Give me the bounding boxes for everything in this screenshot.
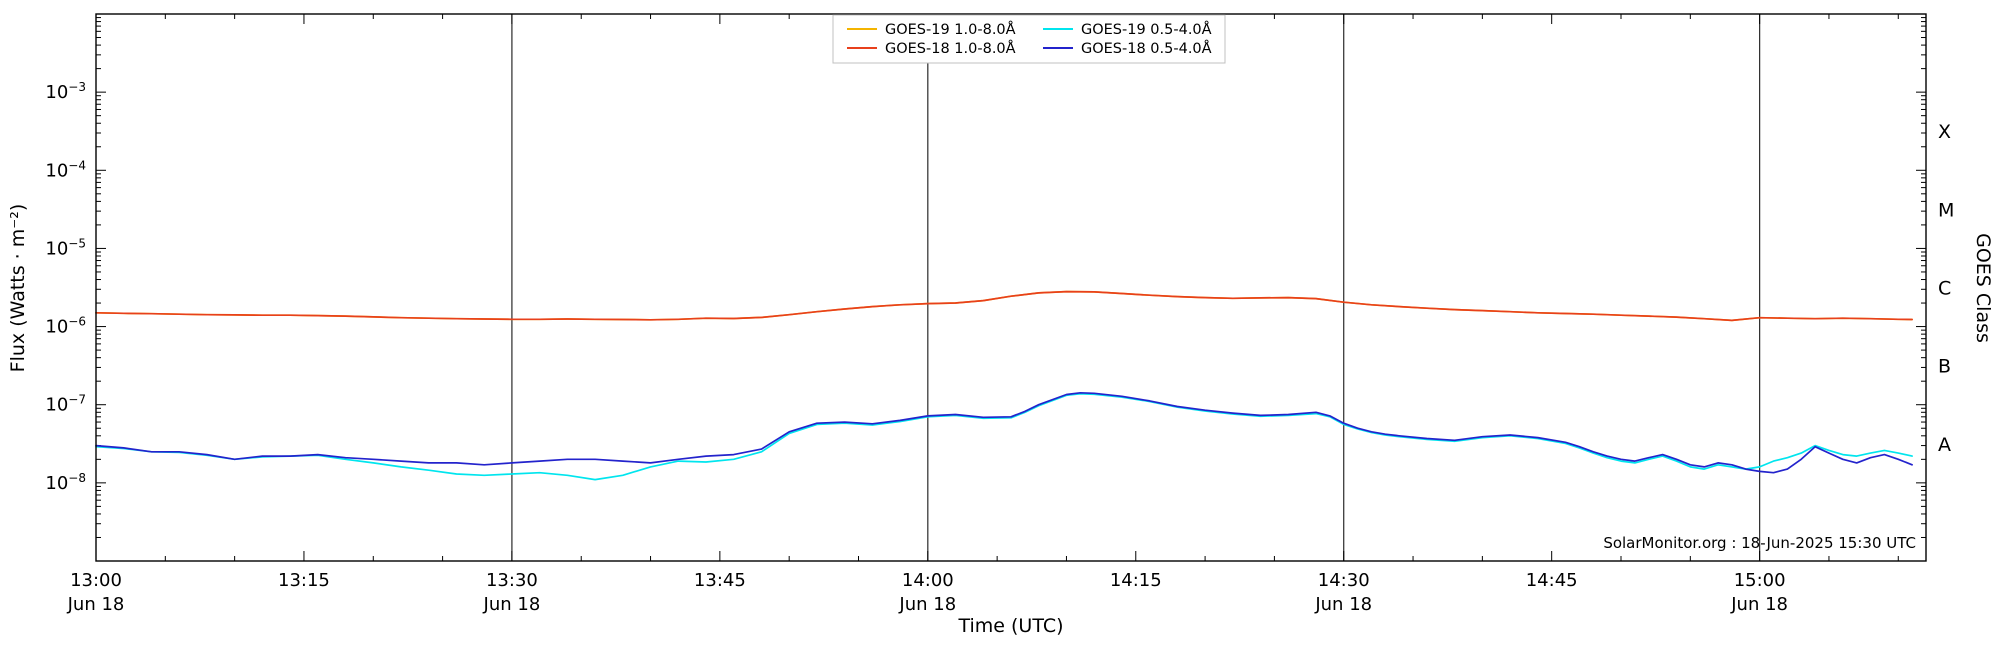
y-tick-label: 10−4	[45, 158, 86, 181]
watermark: SolarMonitor.org : 18-Jun-2025 15:30 UTC	[1603, 534, 1916, 552]
x-tick-label: 13:30	[486, 570, 538, 591]
y-tick-label: 10−5	[45, 236, 86, 259]
x-tick-label: 13:45	[694, 570, 746, 591]
x-tick-label: 13:15	[278, 570, 330, 591]
y-axis-label: Flux (Watts · m⁻²)	[7, 203, 29, 373]
x-tick-label: 14:30	[1318, 570, 1370, 591]
goes-class-letter-C: C	[1938, 278, 1951, 300]
x-tick-label: 14:45	[1526, 570, 1578, 591]
right-axis-label: GOES Class	[1972, 233, 1994, 343]
x-tick-sublabel: Jun 18	[483, 594, 541, 615]
legend-label-goes19-short: GOES-19 0.5-4.0Å	[1081, 21, 1212, 38]
y-tick-label: 10−7	[45, 393, 86, 416]
x-tick-sublabel: Jun 18	[1730, 594, 1788, 615]
legend-label-goes18-long: GOES-18 1.0-8.0Å	[885, 40, 1016, 57]
plot-area	[96, 14, 1926, 561]
legend-label-goes18-short: GOES-18 0.5-4.0Å	[1081, 40, 1212, 57]
x-tick-label: 14:00	[902, 570, 954, 591]
goes-class-letter-B: B	[1938, 356, 1951, 378]
x-tick-label: 14:15	[1110, 570, 1162, 591]
x-tick-label: 15:00	[1734, 570, 1786, 591]
x-axis-label: Time (UTC)	[958, 615, 1064, 637]
y-tick-label: 10−6	[45, 315, 86, 338]
x-tick-sublabel: Jun 18	[898, 594, 956, 615]
goes-class-letter-M: M	[1938, 199, 1954, 221]
series-goes18-long	[95, 290, 1913, 322]
legend-label-goes19-long: GOES-19 1.0-8.0Å	[885, 21, 1016, 38]
x-tick-sublabel: Jun 18	[1314, 594, 1372, 615]
y-tick-label: 10−3	[45, 80, 86, 103]
series-goes18-short	[95, 391, 1913, 474]
x-tick-sublabel: Jun 18	[67, 594, 125, 615]
goes-class-letter-A: A	[1938, 434, 1951, 456]
plot-border	[95, 13, 1927, 562]
y-tick-label: 10−8	[45, 471, 86, 494]
legend-box	[832, 14, 1226, 64]
goes-class-letter-X: X	[1938, 121, 1951, 143]
x-tick-label: 13:00	[70, 570, 122, 591]
